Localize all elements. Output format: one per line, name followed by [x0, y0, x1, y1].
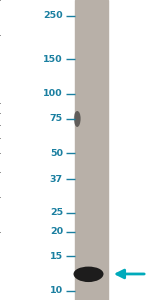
- Text: 150: 150: [43, 55, 63, 64]
- Text: 20: 20: [50, 227, 63, 236]
- Bar: [75, 0, 108, 300]
- Text: 250: 250: [43, 11, 63, 20]
- Text: 100: 100: [43, 89, 63, 98]
- Text: 50: 50: [50, 149, 63, 158]
- Text: 15: 15: [50, 252, 63, 261]
- Text: 37: 37: [50, 175, 63, 184]
- Ellipse shape: [74, 267, 104, 282]
- Text: 75: 75: [50, 114, 63, 123]
- Text: 10: 10: [50, 286, 63, 296]
- Ellipse shape: [74, 111, 81, 127]
- Text: 25: 25: [50, 208, 63, 217]
